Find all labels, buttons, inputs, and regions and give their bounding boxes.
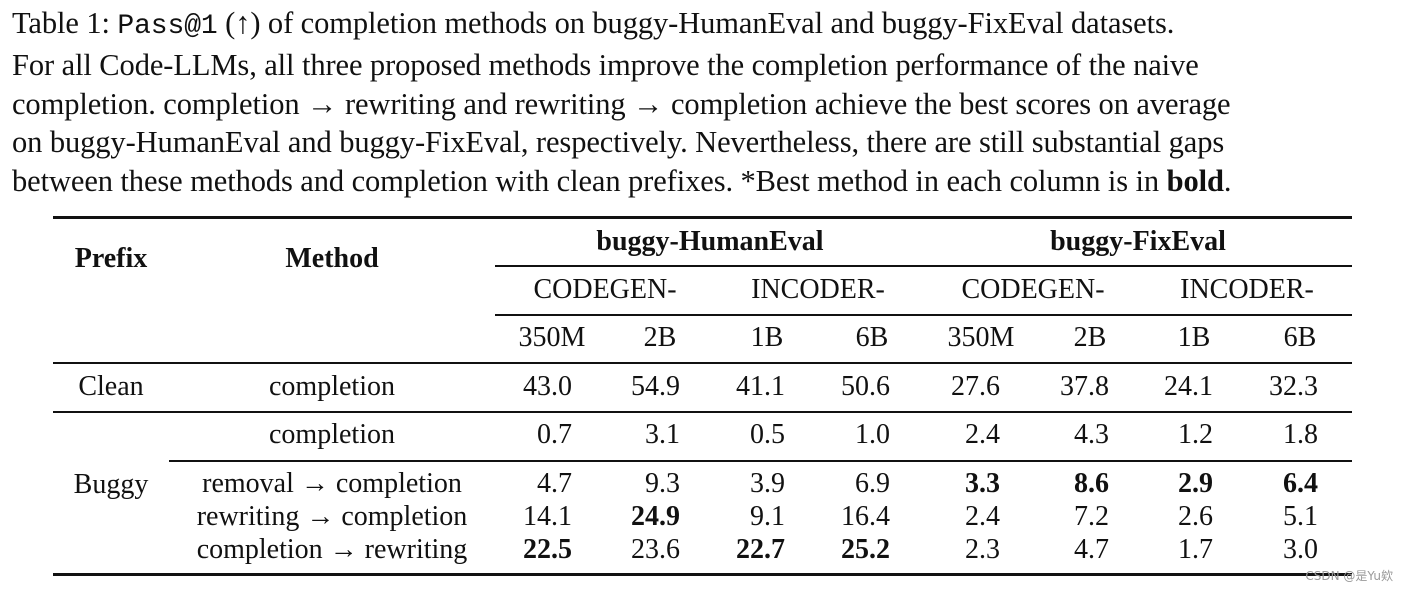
table-cell: 5.1	[1283, 501, 1318, 532]
caption-label: Table 1:	[12, 6, 110, 40]
table-cell: 3.0	[1283, 534, 1318, 565]
buggy-inner-rule	[169, 460, 1352, 462]
header-method: Method	[285, 243, 379, 274]
header-model-group: INCODER-	[1180, 274, 1314, 305]
table-bottom-rule	[53, 573, 1352, 576]
header-size: 6B	[855, 322, 889, 353]
watermark: CSDN @是Yu欸	[1305, 569, 1393, 583]
table-cell: 16.4	[841, 501, 890, 532]
row-method: completion → rewriting	[196, 534, 468, 565]
table-cell: 32.3	[1269, 371, 1318, 402]
table-cell: 2.4	[965, 501, 1000, 532]
table-cell: 0.7	[537, 419, 572, 450]
caption-line-2: For all Code-LLMs, all three proposed me…	[12, 48, 1199, 83]
table-cell-best: 22.7	[736, 534, 785, 565]
table-cell-best: 22.5	[523, 534, 572, 565]
caption-metric: Pass@1	[117, 11, 218, 42]
table-cell: 3.9	[750, 468, 785, 499]
group-label-clean: Clean	[78, 371, 144, 402]
header-dataset-fixeval: buggy-FixEval	[1050, 226, 1226, 257]
table-cell-best: 3.3	[965, 468, 1000, 499]
table-cell: 27.6	[951, 371, 1000, 402]
clean-bottom-rule	[53, 411, 1352, 413]
table-cell: 37.8	[1060, 371, 1109, 402]
table-cell-best: 6.4	[1283, 468, 1318, 499]
table-cell: 1.8	[1283, 419, 1318, 450]
caption-line-1-rest: (↑) of completion methods on buggy-Human…	[217, 6, 1175, 40]
table-cell: 0.5	[750, 419, 785, 450]
header-prefix: Prefix	[74, 243, 148, 274]
header-model-group: CODEGEN-	[961, 274, 1105, 305]
caption-line-4: on buggy-HumanEval and buggy-FixEval, re…	[12, 125, 1225, 160]
model-rule	[495, 314, 1352, 316]
table-cell: 4.7	[1074, 534, 1109, 565]
table-top-rule	[53, 216, 1352, 219]
table-caption: Table 1: Pass@1 (↑) of completion method…	[12, 4, 1397, 200]
table-cell: 4.7	[537, 468, 572, 499]
table-cell: 23.6	[631, 534, 680, 565]
table-cell: 14.1	[523, 501, 572, 532]
caption-line-1: Table 1: Pass@1 (↑) of completion method…	[12, 4, 1397, 46]
header-dataset-humaneval: buggy-HumanEval	[596, 226, 824, 257]
table-cell: 1.0	[855, 419, 890, 450]
table-cell: 43.0	[523, 371, 572, 402]
table-cell: 50.6	[841, 371, 890, 402]
caption-line-5: between these methods and completion wit…	[12, 162, 1397, 200]
group-label-buggy: Buggy	[73, 469, 149, 500]
table-cell: 7.2	[1074, 501, 1109, 532]
table-cell: 1.2	[1178, 419, 1213, 450]
table-cell: 54.9	[631, 371, 680, 402]
header-model-group: CODEGEN-	[533, 274, 677, 305]
caption-bold-word: bold	[1166, 163, 1224, 198]
table-cell: 3.1	[645, 419, 680, 450]
table-cell: 41.1	[736, 371, 785, 402]
row-method: rewriting → completion	[196, 501, 468, 532]
header-bottom-rule	[53, 362, 1352, 364]
table-cell: 2.6	[1178, 501, 1213, 532]
table-cell-best: 24.9	[631, 501, 680, 532]
row-method: completion	[269, 419, 395, 450]
row-method: completion	[269, 371, 395, 402]
header-size: 350M	[947, 322, 1015, 353]
dataset-rule	[495, 265, 1352, 267]
table-cell: 9.3	[645, 468, 680, 499]
table-cell-best: 25.2	[841, 534, 890, 565]
table-cell-best: 2.9	[1178, 468, 1213, 499]
caption-line-5-start: between these methods and completion wit…	[12, 163, 1167, 198]
header-model-group: INCODER-	[751, 274, 885, 305]
table-cell: 9.1	[750, 501, 785, 532]
header-size: 2B	[643, 322, 677, 353]
caption-line-3: completion. completion → rewriting and r…	[12, 86, 1231, 121]
table-cell-best: 8.6	[1074, 468, 1109, 499]
header-size: 350M	[518, 322, 586, 353]
header-size: 2B	[1073, 322, 1107, 353]
table-cell: 6.9	[855, 468, 890, 499]
table-cell: 2.3	[965, 534, 1000, 565]
table-cell: 4.3	[1074, 419, 1109, 450]
caption-line-5-end: .	[1223, 163, 1232, 198]
table-cell: 24.1	[1164, 371, 1213, 402]
header-size: 1B	[750, 322, 784, 353]
row-method: removal → completion	[202, 468, 462, 499]
header-size: 1B	[1177, 322, 1211, 353]
header-size: 6B	[1283, 322, 1317, 353]
table-cell: 2.4	[965, 419, 1000, 450]
table-cell: 1.7	[1178, 534, 1213, 565]
